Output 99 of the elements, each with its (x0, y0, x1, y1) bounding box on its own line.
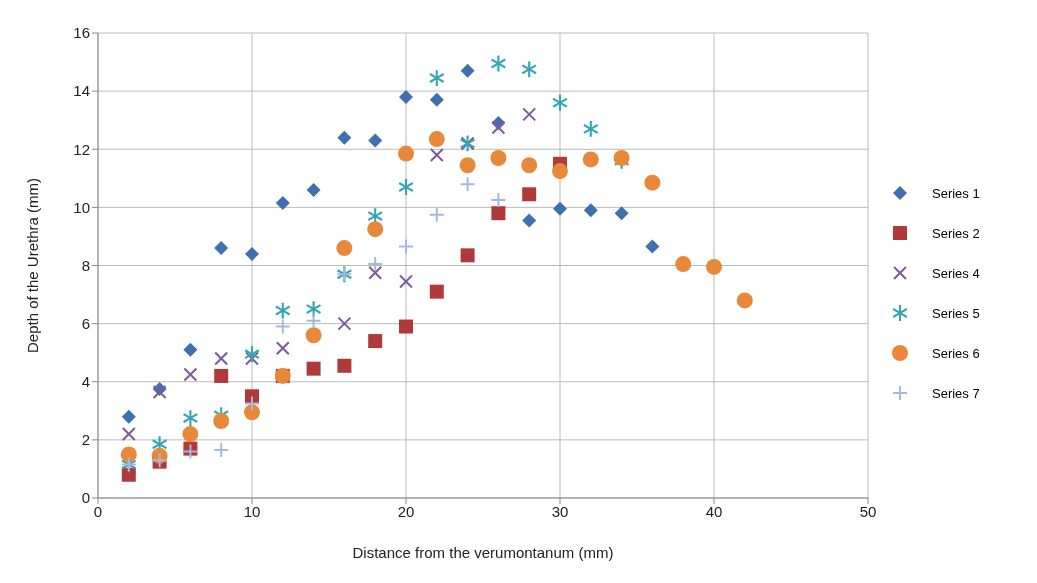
point (583, 203, 598, 218)
y-tick-label: 8 (81, 256, 90, 274)
point (399, 89, 413, 104)
point (582, 151, 599, 168)
point (306, 361, 321, 376)
x-axis-title: Distance from the verumontanum (mm) (352, 544, 614, 561)
point (367, 221, 384, 238)
point (275, 341, 290, 356)
point (552, 163, 568, 180)
point (368, 265, 383, 280)
point (305, 312, 322, 329)
point (120, 446, 137, 463)
point (337, 358, 352, 373)
point (306, 182, 321, 197)
point (491, 206, 506, 221)
point (305, 327, 322, 344)
legend-label: Series 2 (932, 225, 980, 241)
point (121, 427, 136, 442)
point (368, 133, 383, 148)
point (183, 367, 198, 382)
point (429, 92, 444, 107)
point (460, 248, 475, 263)
point (490, 149, 507, 166)
point (675, 256, 692, 273)
point (644, 174, 661, 191)
point (336, 240, 353, 257)
y-tick-label: 12 (73, 140, 90, 158)
point (459, 176, 476, 193)
point (521, 157, 538, 174)
point (706, 258, 722, 275)
x-tick-label: 10 (243, 502, 261, 520)
point (182, 443, 199, 460)
point (182, 410, 198, 426)
point (429, 148, 444, 163)
point (398, 145, 414, 162)
x-tick-label: 30 (551, 502, 569, 520)
y-tick-label: 0 (81, 489, 90, 507)
point (553, 201, 567, 216)
x-tick-label: 20 (397, 502, 415, 520)
point (213, 412, 230, 429)
point (398, 179, 414, 195)
point (428, 131, 445, 148)
point (275, 302, 291, 319)
y-tick-label: 4 (81, 373, 90, 391)
point (274, 318, 291, 335)
legend-label: Series 1 (932, 185, 980, 201)
point (522, 213, 537, 228)
y-tick-label: 16 (73, 24, 90, 42)
point (429, 70, 445, 86)
y-tick-label: 14 (73, 82, 90, 100)
point (583, 120, 599, 137)
point (368, 334, 383, 349)
point (245, 246, 259, 261)
point (552, 94, 568, 111)
point (398, 238, 414, 255)
point (213, 442, 230, 459)
point (214, 241, 229, 256)
point (736, 292, 753, 309)
point (521, 61, 537, 78)
y-tick-label: 10 (73, 198, 90, 216)
point (490, 192, 507, 209)
point (522, 107, 537, 122)
x-tick-label: 40 (705, 502, 723, 520)
point (491, 120, 506, 135)
point (183, 342, 198, 357)
point (245, 351, 259, 366)
point (645, 239, 660, 254)
point (244, 404, 260, 421)
x-tick-label: 50 (859, 502, 877, 520)
point (214, 351, 229, 366)
point (244, 395, 260, 412)
point (244, 346, 260, 363)
point (337, 316, 352, 331)
point (428, 206, 445, 223)
point (460, 63, 475, 78)
x-tick-label: 0 (93, 502, 103, 520)
legend-label: Series 4 (932, 265, 980, 281)
point (337, 130, 352, 145)
point (522, 187, 537, 202)
legend-label: Series 5 (932, 305, 980, 321)
point (121, 467, 136, 482)
point (459, 157, 476, 174)
point (214, 368, 229, 383)
point (399, 319, 413, 334)
point (614, 206, 629, 221)
point (429, 284, 444, 299)
y-tick-label: 6 (81, 314, 90, 332)
point (182, 426, 199, 443)
point (245, 389, 259, 404)
point (367, 256, 384, 273)
y-tick-label: 2 (81, 431, 90, 449)
legend-label: Series 7 (932, 385, 980, 401)
y-axis-title: Depth of the Urethra (mm) (24, 177, 42, 354)
point (490, 55, 506, 72)
point (306, 301, 322, 318)
point (399, 274, 413, 289)
legend-label: Series 6 (932, 345, 980, 361)
point (275, 196, 290, 211)
point (121, 409, 136, 424)
